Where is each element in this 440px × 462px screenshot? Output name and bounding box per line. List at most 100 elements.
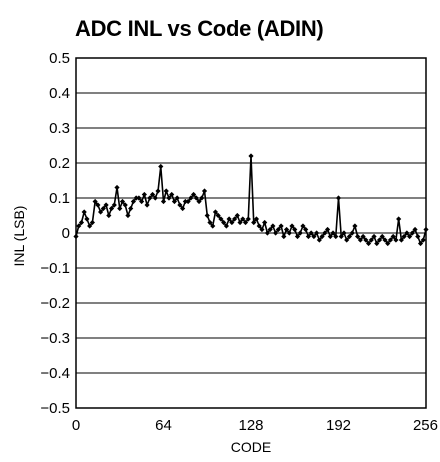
data-point-marker <box>152 195 158 201</box>
data-point-marker <box>111 202 117 208</box>
data-point-marker <box>267 226 273 233</box>
data-point-marker <box>368 237 374 243</box>
data-point-marker <box>119 198 126 205</box>
data-point-marker <box>144 202 150 208</box>
series-layer <box>73 153 429 247</box>
data-point-marker <box>210 223 216 229</box>
data-point-marker <box>76 223 82 229</box>
data-point-marker <box>344 237 350 243</box>
y-tick-label: −0.5 <box>40 400 70 417</box>
data-point-marker <box>108 205 115 212</box>
chart-title: ADC INL vs Code (ADIN) <box>75 16 324 41</box>
data-point-marker <box>171 198 178 205</box>
data-point-marker <box>103 202 109 208</box>
y-tick-label: 0.4 <box>49 85 70 102</box>
data-point-marker <box>286 230 292 236</box>
data-point-marker <box>95 202 101 208</box>
grid-lines <box>76 57 426 409</box>
data-point-marker <box>289 223 295 229</box>
data-point-marker <box>297 230 303 236</box>
data-point-marker <box>357 237 363 243</box>
y-tick-label: 0.3 <box>49 120 70 137</box>
data-point-marker <box>278 223 284 229</box>
data-point-marker <box>234 212 240 219</box>
data-point-marker <box>122 202 128 208</box>
y-tick-label: −0.2 <box>40 295 70 312</box>
x-tick-labels: 0 64 128 192 256 <box>72 417 438 434</box>
y-tick-label: −0.3 <box>40 330 70 347</box>
data-point-marker <box>333 233 339 240</box>
data-point-marker <box>160 198 167 205</box>
data-point-marker <box>78 219 85 226</box>
data-point-marker <box>155 188 161 194</box>
data-point-marker <box>196 198 202 205</box>
data-point-marker <box>273 230 279 236</box>
data-point-marker <box>327 233 333 240</box>
data-point-marker <box>106 212 112 219</box>
data-point-marker <box>125 212 131 219</box>
data-point-marker <box>130 198 137 205</box>
data-point-marker <box>330 230 336 236</box>
data-point-marker <box>415 233 421 240</box>
data-point-marker <box>223 223 229 229</box>
data-point-marker <box>226 216 232 222</box>
y-tick-label: −0.4 <box>40 365 70 382</box>
data-point-marker <box>248 153 254 159</box>
data-point-marker <box>270 223 276 229</box>
data-point-marker <box>89 219 96 226</box>
y-tick-label: 0.1 <box>49 190 70 207</box>
data-point-marker <box>385 240 391 247</box>
data-point-marker <box>193 195 199 201</box>
data-point-marker <box>338 233 344 240</box>
data-point-marker <box>365 240 372 247</box>
y-tick-labels: 0.5 0.4 0.3 0.2 0.1 0 −0.1 −0.2 −0.3 −0.4 −0.5 <box>40 50 70 417</box>
data-point-marker <box>218 216 224 222</box>
data-point-marker <box>382 237 388 243</box>
data-point-marker <box>166 195 172 201</box>
data-point-marker <box>87 223 93 229</box>
data-point-marker <box>84 216 90 222</box>
data-point-marker <box>169 191 175 198</box>
data-point-marker <box>177 202 183 208</box>
data-point-marker <box>117 205 123 212</box>
data-point-marker <box>417 240 424 247</box>
data-point-marker <box>98 209 104 215</box>
data-point-marker <box>240 216 246 222</box>
data-point-marker <box>251 219 257 226</box>
data-point-marker <box>256 223 262 229</box>
data-point-marker <box>190 191 197 198</box>
data-point-marker <box>387 237 394 243</box>
data-point-marker <box>406 233 413 240</box>
data-point-marker <box>314 230 320 236</box>
data-point-marker <box>409 230 415 236</box>
data-point-marker <box>81 209 87 215</box>
data-point-marker <box>141 191 147 198</box>
data-point-marker <box>92 198 98 205</box>
data-point-marker <box>308 230 314 236</box>
data-point-marker <box>341 230 347 236</box>
series-line <box>75 155 427 245</box>
data-point-marker <box>158 163 164 170</box>
data-point-marker <box>360 233 366 240</box>
data-point-marker <box>398 237 404 243</box>
data-point-marker <box>371 233 377 240</box>
data-point-marker <box>379 233 385 240</box>
x-axis-label: CODE <box>231 439 271 455</box>
data-point-marker <box>412 226 418 233</box>
data-point-marker <box>188 195 194 201</box>
data-point-marker <box>180 205 186 212</box>
x-tick-label: 192 <box>326 417 351 434</box>
data-point-marker <box>133 195 139 201</box>
data-point-marker <box>215 212 221 219</box>
data-point-marker <box>259 226 265 233</box>
data-point-marker <box>346 233 353 240</box>
data-point-marker <box>207 219 213 226</box>
data-point-marker <box>300 223 306 229</box>
data-point-marker <box>264 230 271 236</box>
plot-frame <box>75 57 427 409</box>
data-point-marker <box>404 230 410 236</box>
data-point-marker <box>322 230 328 236</box>
x-tick-label: 64 <box>155 417 172 434</box>
data-point-marker <box>221 219 227 226</box>
